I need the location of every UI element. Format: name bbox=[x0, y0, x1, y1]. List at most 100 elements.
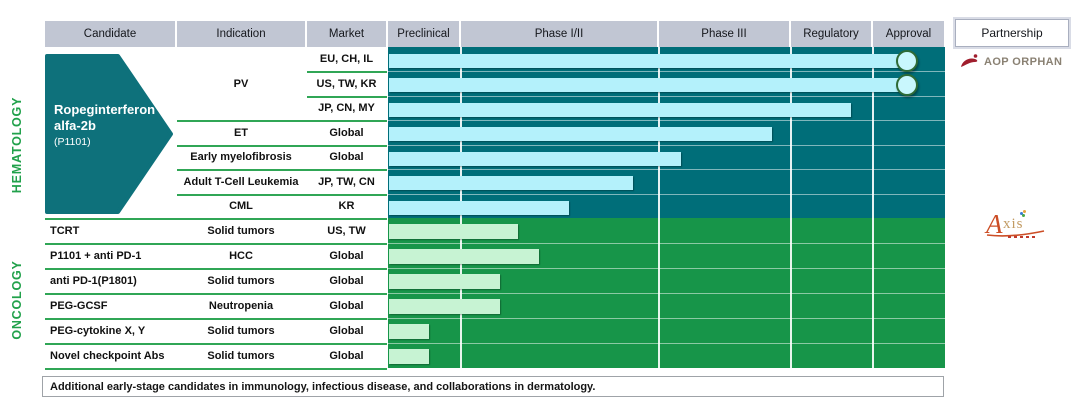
indication-pv: PV bbox=[233, 77, 249, 90]
pipeline-bar-oncology bbox=[389, 274, 500, 289]
axis-logo-letters-xis: xis bbox=[1003, 216, 1024, 232]
market-cell: Global bbox=[329, 324, 364, 337]
pipeline-bar-hematology bbox=[389, 201, 569, 215]
indication-early-myelofibrosis: Early myelofibrosis bbox=[190, 151, 292, 163]
indication-cell: Solid tumors bbox=[207, 324, 275, 337]
market-cell: Global bbox=[329, 249, 364, 262]
row-separator-line bbox=[388, 96, 945, 97]
market-cell: Global bbox=[329, 299, 364, 312]
header-approval: Approval bbox=[873, 21, 944, 47]
green-separator-line bbox=[45, 343, 387, 345]
axis-logo-dot-blue bbox=[1020, 212, 1023, 215]
candidate-cell: anti PD-1(P1801) bbox=[50, 274, 137, 287]
axis-logo-swoosh bbox=[986, 230, 1045, 237]
pipeline-bar-oncology bbox=[389, 324, 429, 339]
footnote-box: Additional early-stage candidates in imm… bbox=[42, 376, 944, 397]
oncology-chart-area bbox=[388, 218, 945, 368]
header-preclinical: Preclinical bbox=[388, 21, 459, 47]
green-separator-line bbox=[45, 293, 387, 295]
green-separator-line bbox=[45, 318, 387, 320]
row-separator-line bbox=[388, 268, 945, 269]
indication-cell: Neutropenia bbox=[208, 299, 274, 312]
indication-cell: Solid tumors bbox=[207, 349, 275, 362]
indication-cell: Solid tumors bbox=[207, 274, 275, 287]
candidate-code: (P1101) bbox=[54, 136, 91, 148]
pipeline-bar-hematology bbox=[389, 152, 681, 166]
pipeline-bar-hematology bbox=[389, 54, 903, 68]
green-separator-line bbox=[45, 268, 387, 270]
stage-column-line bbox=[872, 47, 874, 218]
market-cell: Global bbox=[329, 274, 364, 287]
market-cell: JP, TW, CN bbox=[318, 175, 375, 188]
approval-marker-circle bbox=[896, 74, 918, 96]
candidate-arrow-shape bbox=[45, 54, 173, 214]
candidate-cell: PEG-GCSF bbox=[50, 299, 108, 312]
green-separator-line bbox=[307, 96, 387, 98]
indication-cell: HCC bbox=[229, 249, 253, 262]
pipeline-bar-hematology bbox=[389, 103, 851, 117]
market-cell: JP, CN, MY bbox=[318, 102, 375, 114]
row-separator-line bbox=[388, 145, 945, 146]
header-indication: Indication bbox=[177, 21, 305, 47]
row-separator-line bbox=[388, 318, 945, 319]
pipeline-bar-hematology bbox=[389, 176, 633, 190]
candidate-name-line2: alfa-2b bbox=[54, 118, 96, 133]
candidate-cell: P1101 + anti PD-1 bbox=[50, 249, 142, 262]
market-cell: US, TW, KR bbox=[316, 77, 377, 90]
header-phase-1-2: Phase I/II bbox=[461, 21, 657, 47]
footnote-text: Additional early-stage candidates in imm… bbox=[50, 380, 596, 393]
aop-orphan-icon bbox=[961, 54, 978, 67]
green-separator-line bbox=[307, 71, 387, 73]
pipeline-bar-oncology bbox=[389, 299, 500, 314]
indication-adult-t-cell-leukemia: Adult T-Cell Leukemia bbox=[183, 175, 299, 188]
axis-logo-dot-green bbox=[1022, 214, 1025, 217]
green-separator-line bbox=[45, 218, 387, 220]
market-cell: EU, CH, IL bbox=[319, 53, 374, 65]
pipeline-bar-oncology bbox=[389, 224, 518, 239]
approval-marker-circle bbox=[896, 50, 918, 72]
green-separator-line bbox=[45, 243, 387, 245]
market-cell: US, TW bbox=[327, 224, 366, 237]
row-separator-line bbox=[388, 71, 945, 72]
market-cell: KR bbox=[338, 200, 355, 212]
market-cell: Global bbox=[329, 349, 364, 362]
green-separator-line bbox=[177, 145, 387, 147]
candidate-name-line1: Ropeginterferon bbox=[54, 102, 156, 117]
pipeline-bar-hematology bbox=[389, 78, 903, 92]
green-separator-line bbox=[177, 194, 387, 196]
pipeline-bar-oncology bbox=[389, 349, 429, 364]
indication-cell: Solid tumors bbox=[207, 224, 275, 237]
row-separator-line bbox=[388, 194, 945, 195]
row-separator-line bbox=[388, 293, 945, 294]
section-label-hematology: HEMATOLOGY bbox=[10, 96, 24, 194]
green-separator-line bbox=[177, 169, 387, 171]
market-cell: Global bbox=[329, 151, 364, 163]
aop-orphan-label: AOP ORPHAN bbox=[984, 55, 1063, 68]
indication-et: ET bbox=[233, 126, 249, 139]
header-market: Market bbox=[307, 21, 386, 47]
row-separator-line bbox=[388, 343, 945, 344]
hematology-candidate: Ropeginterferon alfa-2b (P1101) bbox=[54, 102, 172, 150]
row-separator-line bbox=[388, 243, 945, 244]
axis-logo-dot-orange bbox=[1023, 210, 1026, 213]
pipeline-bar-hematology bbox=[389, 127, 772, 141]
row-separator-line bbox=[388, 169, 945, 170]
header-regulatory: Regulatory bbox=[791, 21, 871, 47]
market-cell: Global bbox=[329, 126, 364, 139]
section-label-oncology: ONCOLOGY bbox=[10, 260, 24, 340]
green-separator-line bbox=[177, 120, 387, 122]
header-candidate: Candidate bbox=[45, 21, 175, 47]
row-separator-line bbox=[388, 120, 945, 121]
indication-cml: CML bbox=[229, 200, 253, 212]
axis-logo-letter-a: A bbox=[986, 209, 1003, 239]
header-partnership: Partnership bbox=[955, 19, 1069, 47]
pipeline-bar-oncology bbox=[389, 249, 539, 264]
candidate-cell: PEG-cytokine X, Y bbox=[50, 324, 146, 337]
axis-logo-subtext-marks bbox=[1008, 236, 1035, 238]
header-phase-3: Phase III bbox=[659, 21, 789, 47]
axis-logo: A xis bbox=[986, 209, 1056, 245]
candidate-cell: Novel checkpoint Abs bbox=[50, 349, 165, 362]
green-separator-line bbox=[45, 368, 387, 370]
aop-orphan-logo: AOP ORPHAN bbox=[960, 53, 1062, 70]
